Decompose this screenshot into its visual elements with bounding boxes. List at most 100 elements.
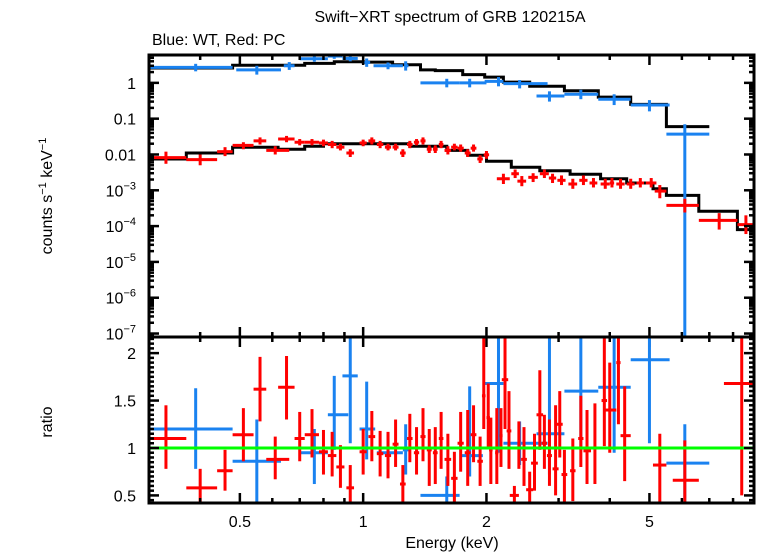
ratio-point-wt [232,419,281,503]
model-line-pc [149,142,754,232]
ratio-point-wt [149,388,233,469]
ratio-point-pc [186,468,218,503]
y-tick-label: 10−4 [106,216,136,236]
ratio-point-wt [630,337,670,444]
ratio-axes: 0.5 1 1.5 2 [114,335,756,505]
y-tick-label: 10−5 [106,252,136,272]
tick-base: 10 [106,291,124,308]
tick-exponent: −4 [123,216,136,228]
y-tick-label: 1 [127,76,136,93]
data-point-wt [420,78,460,88]
ratio-point-pc [526,471,534,503]
data-point-pc [186,154,218,166]
y-tick-label: 0.5 [114,488,136,505]
y-tick-label: 1 [127,441,136,458]
ratio-panel: 0.5 1 1.5 2 ratio [39,335,756,505]
ratio-point-pc [541,414,547,469]
data-point-wt [503,80,548,89]
data-point-pc [368,137,376,145]
ratio-point-pc [620,386,631,482]
ratio-point-pc [601,337,608,447]
tick-base: 0.1 [114,112,136,129]
y-tick-label: 10−6 [106,288,136,308]
ratio-point-pc [605,362,617,453]
data-point-wt [404,61,409,71]
tick-exponent: −5 [123,252,136,264]
ratio-point-pc [481,337,486,430]
data-point-pc [413,139,420,146]
ratio-point-pc [432,427,438,485]
data-point-pc [517,176,527,187]
data-point-pc [149,151,187,164]
data-point-wt [373,62,403,70]
ylabel-exp1: −1 [37,182,49,195]
ratio-point-pc [336,445,345,488]
ratio-point-pc [253,356,267,422]
y-tick-label: 10−3 [106,180,136,200]
data-point-pc [496,173,510,184]
ratio-point-pc [392,419,399,467]
x-tick-label: 2 [482,514,491,531]
data-point-pc [346,149,355,158]
data-point-wt [283,62,295,70]
ratio-point-pc [470,405,477,463]
y-tick-label: 0.01 [105,147,136,164]
data-layer [149,54,754,337]
ratio-point-pc [536,370,544,450]
y-axis-label-ratio: ratio [39,406,56,437]
tick-base: 10 [106,183,124,200]
ratio-point-wt [327,375,349,450]
y-tick-label: 1.5 [114,394,136,411]
x-tick-label: 0.5 [229,514,251,531]
data-point-pc [626,178,635,189]
data-point-pc [737,215,754,235]
ratio-point-pc [318,429,328,475]
ratio-point-pc [420,408,426,462]
data-point-pc [384,143,392,151]
ratio-point-pc [384,431,392,479]
data-point-pc [376,140,384,149]
data-point-pc [483,151,490,159]
data-point-wt [236,65,281,75]
data-point-pc [451,143,458,151]
ratio-point-pc [561,449,568,503]
data-point-pc [698,213,738,230]
data-point-pc [548,173,557,183]
ratio-point-pc [531,433,538,491]
data-point-pc [336,143,345,151]
data-point-pc [477,155,483,163]
data-point-pc [666,198,699,213]
ratio-point-pc [278,355,295,420]
tick-base: 0.01 [105,147,136,164]
data-point-pc [327,140,337,149]
model-line-wt [149,60,710,129]
data-point-pc [399,149,406,158]
ratio-point-pc [552,405,559,496]
y-tick-label: 10−7 [106,324,136,344]
ratio-point-pc [501,337,509,430]
data-point-wt [536,91,565,102]
data-point-pc [600,178,610,189]
data-point-pc [294,139,305,146]
data-point-pc [438,140,444,149]
ratio-point-pc [376,430,384,477]
ratio-point-pc [652,433,667,503]
data-point-pc [654,185,667,199]
ratio-point-pc [407,413,413,463]
y-tick-label: 2 [127,346,136,363]
data-point-pc [359,139,367,147]
chart-subtitle: Blue: WT, Red: PC [152,32,285,49]
tick-exponent: −3 [123,180,136,192]
data-point-pc [444,146,452,155]
spectrum-frame [147,53,756,339]
ratio-point-pc [499,408,503,467]
ratio-point-pc [495,408,499,485]
ratio-point-pc [477,436,483,486]
data-point-pc [557,175,566,186]
data-point-pc [432,145,438,154]
ratio-point-pc [616,337,621,425]
ratio-point-pc [444,433,452,486]
